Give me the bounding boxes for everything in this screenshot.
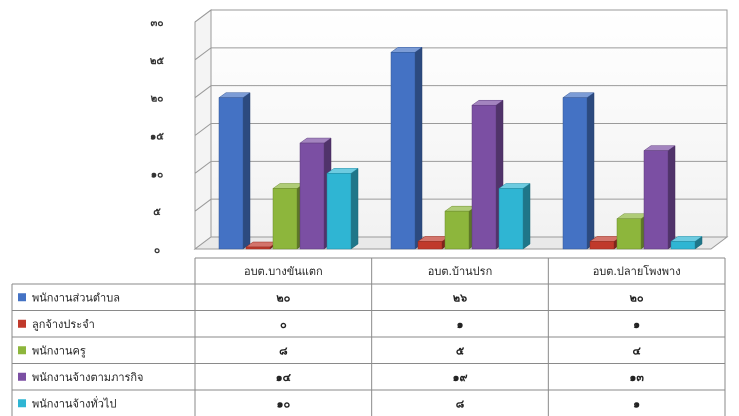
bar-side xyxy=(522,182,531,250)
table-cell: ๘ xyxy=(279,344,288,357)
bar-side xyxy=(242,92,251,250)
bar-front xyxy=(444,210,470,250)
table-cell: ๑ xyxy=(633,318,640,331)
table-cell: ๑๔ xyxy=(276,371,292,384)
bar xyxy=(390,46,423,250)
bar xyxy=(562,92,595,250)
table-cell: ๑ xyxy=(633,397,640,410)
bar xyxy=(444,205,477,250)
bar-front xyxy=(299,142,325,250)
bar-side xyxy=(350,167,359,250)
gridline xyxy=(194,198,727,212)
gridline xyxy=(194,160,727,174)
bar xyxy=(272,182,305,250)
table-cell: ๑๐ xyxy=(276,397,290,410)
legend-swatch xyxy=(18,346,26,355)
y-tick-label: ๑๕ xyxy=(150,132,164,143)
y-tick-label: ๐ xyxy=(154,245,160,256)
legend-swatch xyxy=(18,372,26,381)
bar-front xyxy=(589,241,615,250)
bar xyxy=(616,213,649,250)
legend-swatch xyxy=(18,293,26,302)
bar-side xyxy=(586,92,595,250)
bar xyxy=(417,235,450,250)
table-cell: ๕ xyxy=(456,344,465,357)
data-table: อบต.บางขันแตก อบต.บ้านปรก อบต.ปลายโพงพางพน… xyxy=(11,257,726,416)
table-cell: ๑ xyxy=(457,318,464,331)
gridline xyxy=(194,123,727,136)
table-cell: ๒๐ xyxy=(276,291,290,304)
legend-label: พนักงานส่วนตำบล xyxy=(32,291,120,304)
bar-front xyxy=(272,188,298,250)
bar-front xyxy=(417,241,443,250)
bar xyxy=(589,235,622,250)
bar-front xyxy=(390,52,416,250)
bar xyxy=(326,167,359,250)
bar xyxy=(299,137,332,250)
bar-front xyxy=(643,150,669,250)
y-tick-label: ๕ xyxy=(153,207,161,218)
bar-front xyxy=(498,188,524,250)
bar-front xyxy=(218,97,244,250)
table-cell: ๒๐ xyxy=(630,291,644,304)
bar-front xyxy=(471,104,497,250)
y-axis: ๐ ๕ ๑๐ ๑๕ ๒๐ ๒๕ ๓๐ xyxy=(150,18,165,256)
gridline xyxy=(194,9,727,23)
bar xyxy=(498,182,531,250)
table-cell: ๐ xyxy=(280,318,287,331)
bars xyxy=(218,46,703,250)
table-cell: ๔ xyxy=(633,344,642,357)
gridlines xyxy=(194,9,727,212)
table-cell: ๑๙ xyxy=(452,371,467,384)
bar xyxy=(643,145,676,250)
category-label: อบต.บางขันแตก xyxy=(244,265,323,278)
bar-front xyxy=(616,218,642,250)
category-label: อบต.บ้านปรก xyxy=(428,265,492,278)
bar-side xyxy=(414,46,423,250)
category-label: อบต.ปลายโพงพาง xyxy=(593,264,681,278)
legend-label: พนักงานครู xyxy=(32,344,86,357)
legend-label: พนักงานจ้างตามภารกิจ xyxy=(32,371,144,384)
table-cell: ๑๓ xyxy=(629,371,644,384)
legend-swatch xyxy=(18,319,26,328)
legend-label: พนักงานจ้างทั่วไป xyxy=(32,395,116,410)
bar-front xyxy=(562,97,588,250)
y-tick-label: ๒๕ xyxy=(150,56,165,67)
bar xyxy=(670,235,703,250)
bar-front xyxy=(245,246,271,250)
legend-label: ลูกจ้างประจำ xyxy=(32,318,95,331)
bar xyxy=(471,99,504,250)
bar xyxy=(218,92,251,250)
table-cell: ๒๖ xyxy=(453,291,467,304)
gridline xyxy=(194,47,727,61)
bar-side xyxy=(667,145,676,250)
y-tick-label: ๒๐ xyxy=(151,94,164,105)
legend-swatch xyxy=(18,399,26,408)
gridline xyxy=(194,85,727,99)
y-tick-label: ๑๐ xyxy=(151,169,163,180)
bar-front xyxy=(670,241,696,250)
bar-front xyxy=(326,173,352,250)
y-tick-label: ๓๐ xyxy=(151,18,164,29)
table-cell: ๘ xyxy=(456,397,465,410)
